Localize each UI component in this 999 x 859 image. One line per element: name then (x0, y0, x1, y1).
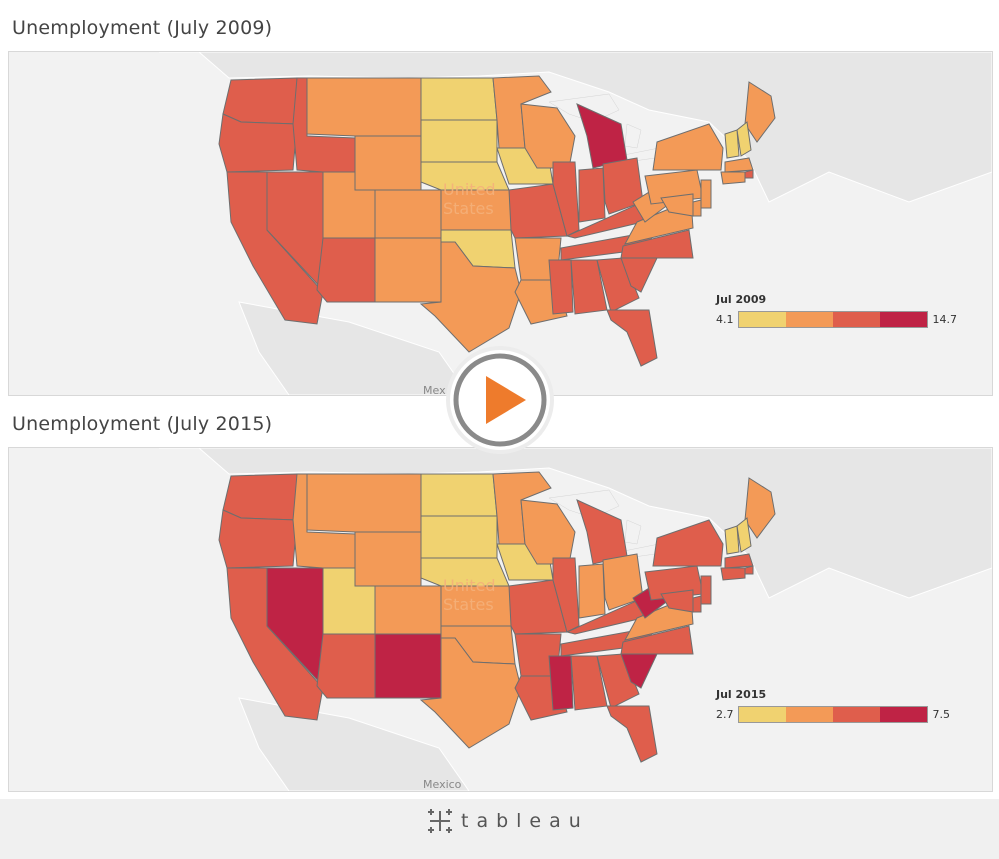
legend-min: 4.1 (716, 313, 734, 326)
legend-max: 14.7 (932, 313, 958, 326)
state-vt[interactable] (724, 129, 740, 159)
neighbor-land-mexico (238, 301, 470, 395)
state-sd[interactable] (420, 515, 498, 559)
tableau-cross-icon (428, 809, 452, 833)
state-in[interactable] (578, 167, 606, 223)
play-icon (453, 353, 547, 447)
country-label: United (443, 576, 496, 595)
state-in[interactable] (578, 563, 606, 619)
state-de[interactable] (692, 199, 702, 217)
state-az[interactable] (316, 237, 376, 303)
state-tx[interactable] (419, 241, 522, 353)
state-or[interactable] (218, 113, 298, 173)
state-wy[interactable] (354, 531, 422, 587)
state-nm[interactable] (374, 633, 442, 699)
state-ms[interactable] (548, 655, 574, 711)
legend-swatch (785, 312, 833, 327)
map-title: Unemployment (July 2009) (12, 17, 273, 39)
state-md[interactable] (660, 193, 694, 217)
legend: Jul 2009 4.1 14.7 (716, 293, 957, 328)
state-sd[interactable] (420, 119, 498, 163)
legend-color-bar (737, 706, 928, 723)
states-layer (218, 471, 776, 763)
legend-min: 2.7 (716, 708, 734, 721)
state-nm[interactable] (374, 237, 442, 303)
state-mo[interactable] (508, 183, 568, 239)
state-ga[interactable] (596, 257, 640, 313)
state-mt[interactable] (306, 77, 422, 137)
state-nj[interactable] (700, 179, 712, 209)
neighbor-land-canada (159, 52, 992, 203)
legend-swatch (785, 707, 833, 722)
state-nc[interactable] (620, 625, 694, 655)
state-wa[interactable] (222, 77, 298, 125)
state-ct[interactable] (720, 171, 746, 185)
state-ri[interactable] (744, 565, 754, 575)
state-tx[interactable] (419, 637, 522, 749)
state-co[interactable] (374, 189, 442, 239)
legend-title: Jul 2015 (716, 688, 767, 701)
legend: Jul 2015 2.7 7.5 (716, 688, 950, 723)
state-me[interactable] (744, 477, 776, 539)
state-mt[interactable] (306, 473, 422, 533)
states-layer (218, 75, 776, 367)
state-fl[interactable] (606, 705, 658, 763)
legend-swatch (738, 707, 786, 722)
state-fl[interactable] (606, 309, 658, 367)
legend-swatch (879, 707, 927, 722)
state-ny[interactable] (652, 123, 724, 171)
state-oh[interactable] (602, 157, 644, 215)
choropleth-map[interactable]: United States Mexico (8, 447, 993, 792)
legend-swatch (879, 312, 927, 327)
tableau-wordmark: tableau (461, 810, 589, 832)
state-wy[interactable] (354, 135, 422, 191)
state-nj[interactable] (700, 575, 712, 605)
state-oh[interactable] (602, 553, 644, 611)
state-mo[interactable] (508, 579, 568, 635)
country-label: States (443, 199, 494, 218)
state-co[interactable] (374, 585, 442, 635)
neighbor-label: Mex (423, 384, 446, 395)
footer-bar (0, 799, 999, 859)
neighbor-land-canada (159, 448, 992, 599)
state-ct[interactable] (720, 567, 746, 581)
state-ri[interactable] (744, 169, 754, 179)
state-de[interactable] (692, 595, 702, 613)
state-nh[interactable] (736, 517, 752, 553)
state-az[interactable] (316, 633, 376, 699)
state-nh[interactable] (736, 121, 752, 157)
choropleth-map[interactable]: United States Mex (8, 51, 993, 396)
state-ga[interactable] (596, 653, 640, 709)
legend-swatch (738, 312, 786, 327)
map-title: Unemployment (July 2015) (12, 413, 273, 435)
neighbor-label: Mexico (423, 778, 462, 791)
state-nc[interactable] (620, 229, 694, 259)
play-button[interactable] (450, 350, 550, 450)
state-or[interactable] (218, 509, 298, 569)
state-vt[interactable] (724, 525, 740, 555)
legend-swatch (832, 312, 880, 327)
legend-swatch (832, 707, 880, 722)
state-ny[interactable] (652, 519, 724, 567)
legend-title: Jul 2009 (716, 293, 767, 306)
state-me[interactable] (744, 81, 776, 143)
legend-color-bar (737, 311, 928, 328)
legend-max: 7.5 (932, 708, 951, 721)
country-label: United (443, 180, 496, 199)
state-wa[interactable] (222, 473, 298, 521)
state-nd[interactable] (420, 473, 498, 517)
state-ms[interactable] (548, 259, 574, 315)
state-md[interactable] (660, 589, 694, 613)
neighbor-land-mexico (238, 697, 470, 791)
tableau-logo[interactable]: tableau (425, 806, 589, 836)
state-nd[interactable] (420, 77, 498, 121)
country-label: States (443, 595, 494, 614)
